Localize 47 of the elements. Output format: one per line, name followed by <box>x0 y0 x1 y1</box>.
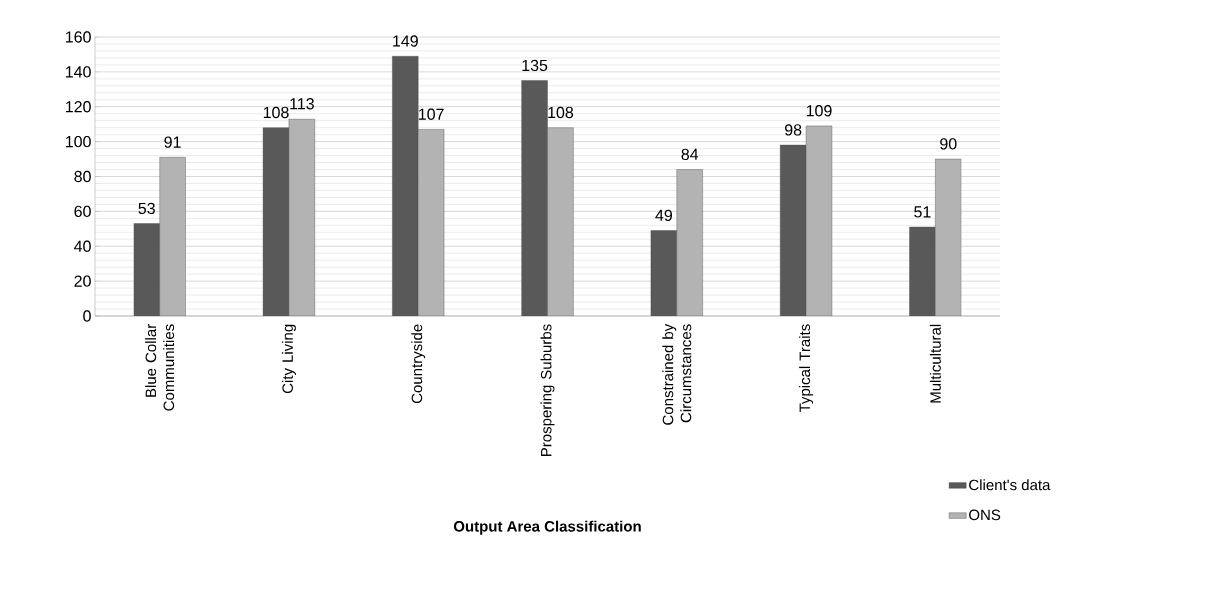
bar <box>805 125 833 316</box>
data-label: 107 <box>419 108 444 120</box>
x-tick-label: Countryside <box>411 324 426 404</box>
bar <box>935 158 962 316</box>
legend-label: Client's data <box>969 479 1051 491</box>
bar <box>676 169 703 316</box>
data-label: 149 <box>393 35 418 47</box>
data-label: 135 <box>522 59 548 72</box>
x-axis-title: Output Area Classification <box>453 520 641 535</box>
bar <box>780 144 807 316</box>
y-tick-label: 140 <box>66 66 91 78</box>
data-label: 108 <box>263 106 289 119</box>
data-label: 84 <box>681 148 699 160</box>
y-tick-label: 0 <box>83 310 91 322</box>
y-tick-label: 120 <box>66 101 91 113</box>
data-label: 90 <box>940 138 957 150</box>
bar <box>133 223 160 316</box>
y-tick-label: 20 <box>74 275 91 287</box>
x-tick-label: Multicultural <box>929 324 941 403</box>
y-tick-label: 40 <box>74 240 91 252</box>
x-tick-label: Constrained by Circumstances <box>662 323 692 425</box>
legend-label: ONS <box>969 509 1001 521</box>
x-tick-label: Blue Collar Communities <box>145 324 175 411</box>
bar <box>650 230 677 316</box>
bar <box>288 118 315 316</box>
data-label: 53 <box>138 202 155 215</box>
data-label: 108 <box>548 106 574 119</box>
bar <box>262 127 290 316</box>
data-label: 51 <box>914 206 931 218</box>
x-tick-label: City Living <box>281 324 296 394</box>
bar <box>392 55 419 316</box>
data-label: 49 <box>655 209 672 222</box>
data-label: 109 <box>806 105 832 117</box>
bar <box>547 127 574 316</box>
y-tick-label: 80 <box>74 170 91 183</box>
y-tick-label: 60 <box>74 205 91 218</box>
y-tick-label: 100 <box>66 135 91 148</box>
data-label: 98 <box>785 124 802 136</box>
data-label: 91 <box>164 136 181 148</box>
bar <box>909 226 936 316</box>
data-label: 113 <box>290 98 314 110</box>
bar <box>418 129 445 316</box>
bar <box>521 80 548 316</box>
bar <box>159 157 186 316</box>
y-tick-label: 160 <box>66 31 91 43</box>
x-tick-label: Typical Traits <box>799 324 814 413</box>
x-tick-label: Prospering Suburbs <box>540 324 555 456</box>
